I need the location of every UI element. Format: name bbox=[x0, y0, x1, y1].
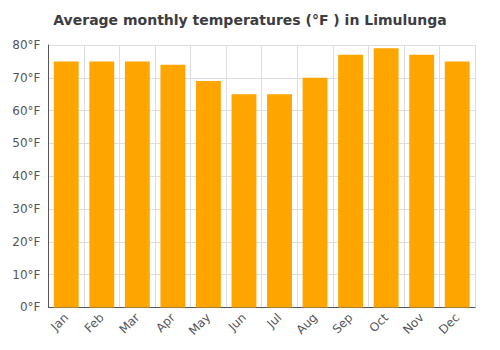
svg-text:80°F: 80°F bbox=[12, 38, 40, 52]
svg-text:Apr: Apr bbox=[153, 310, 178, 335]
svg-text:20°F: 20°F bbox=[12, 235, 40, 249]
svg-text:May: May bbox=[186, 311, 213, 338]
svg-text:60°F: 60°F bbox=[12, 104, 40, 118]
svg-text:50°F: 50°F bbox=[12, 136, 40, 150]
svg-text:Nov: Nov bbox=[400, 311, 426, 337]
svg-text:0°F: 0°F bbox=[20, 300, 41, 314]
svg-text:Jun: Jun bbox=[225, 311, 249, 335]
svg-text:Jan: Jan bbox=[48, 311, 72, 335]
svg-text:Feb: Feb bbox=[82, 311, 107, 336]
svg-text:Mar: Mar bbox=[116, 310, 142, 336]
svg-text:70°F: 70°F bbox=[12, 71, 40, 85]
svg-text:Aug: Aug bbox=[294, 311, 320, 337]
svg-text:Jul: Jul bbox=[264, 311, 285, 332]
svg-text:Oct: Oct bbox=[367, 310, 392, 335]
svg-text:Average monthly temperatures (: Average monthly temperatures (°F ) in Li… bbox=[53, 12, 446, 28]
svg-text:Dec: Dec bbox=[436, 311, 462, 337]
svg-text:40°F: 40°F bbox=[12, 169, 40, 183]
svg-text:30°F: 30°F bbox=[12, 202, 40, 216]
svg-text:Sep: Sep bbox=[330, 311, 356, 337]
svg-text:10°F: 10°F bbox=[12, 268, 40, 282]
